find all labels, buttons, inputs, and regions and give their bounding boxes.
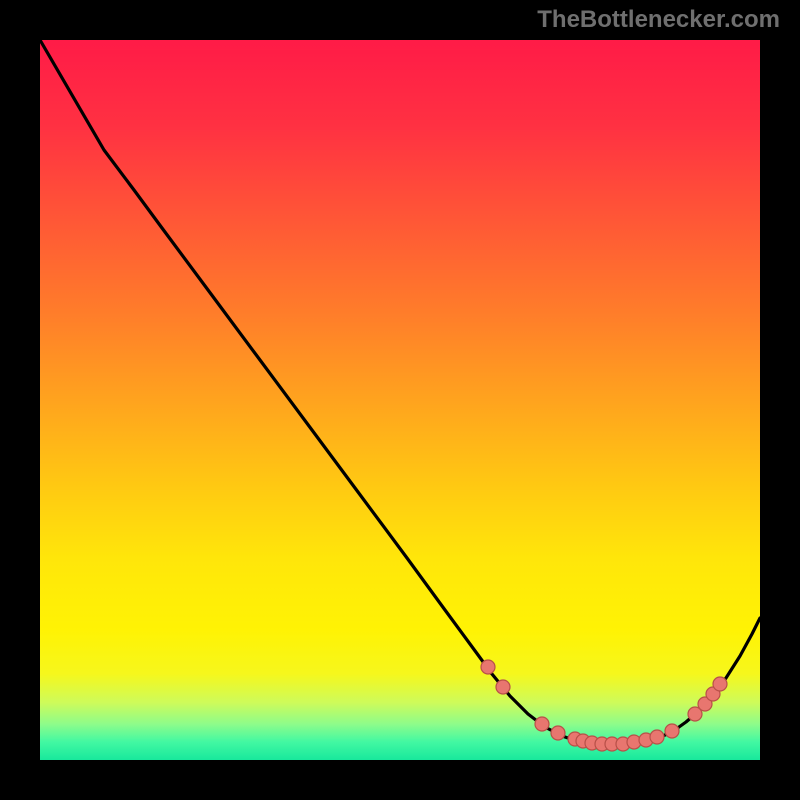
bottleneck-marker (650, 730, 664, 744)
attribution-watermark: TheBottlenecker.com (537, 6, 780, 34)
heat-gradient-background (40, 40, 760, 760)
bottleneck-marker (481, 660, 495, 674)
bottleneck-marker (551, 726, 565, 740)
bottleneck-chart (0, 0, 800, 800)
bottleneck-marker (496, 680, 510, 694)
bottleneck-marker (535, 717, 549, 731)
bottleneck-marker (665, 724, 679, 738)
bottleneck-marker (713, 677, 727, 691)
